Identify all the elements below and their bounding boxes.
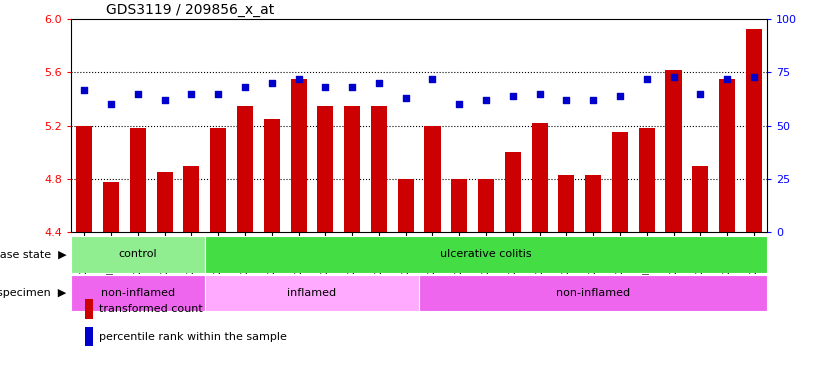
Text: percentile rank within the sample: percentile rank within the sample bbox=[99, 332, 288, 342]
Bar bbox=[505, 152, 521, 232]
Point bbox=[667, 74, 681, 80]
Bar bbox=[85, 300, 93, 319]
Point bbox=[480, 97, 493, 103]
Text: non-inflamed: non-inflamed bbox=[101, 288, 175, 298]
Point bbox=[185, 91, 198, 97]
Point bbox=[345, 84, 359, 91]
Bar bbox=[103, 182, 119, 232]
Point bbox=[747, 74, 761, 80]
Bar bbox=[666, 70, 681, 232]
Bar bbox=[183, 166, 199, 232]
Point bbox=[158, 97, 171, 103]
Point bbox=[292, 76, 305, 82]
Point bbox=[212, 91, 225, 97]
Text: ulcerative colitis: ulcerative colitis bbox=[440, 249, 532, 260]
Bar bbox=[71, 236, 205, 273]
Point bbox=[265, 80, 279, 86]
Point bbox=[319, 84, 332, 91]
Bar bbox=[719, 79, 735, 232]
Bar bbox=[76, 126, 93, 232]
Text: GDS3119 / 209856_x_at: GDS3119 / 209856_x_at bbox=[106, 3, 274, 17]
Bar bbox=[420, 275, 767, 311]
Bar bbox=[205, 275, 420, 311]
Point bbox=[372, 80, 385, 86]
Point bbox=[399, 95, 412, 101]
Bar bbox=[559, 175, 575, 232]
Point bbox=[694, 91, 707, 97]
Point bbox=[426, 76, 440, 82]
Bar bbox=[317, 106, 334, 232]
Point bbox=[78, 86, 91, 93]
Point bbox=[586, 97, 600, 103]
Bar bbox=[264, 119, 280, 232]
Point bbox=[533, 91, 546, 97]
Point bbox=[453, 101, 466, 108]
Point bbox=[640, 76, 653, 82]
Bar bbox=[692, 166, 708, 232]
Text: transformed count: transformed count bbox=[99, 304, 203, 314]
Bar bbox=[371, 106, 387, 232]
Bar bbox=[71, 275, 205, 311]
Bar bbox=[612, 132, 628, 232]
Point bbox=[506, 93, 520, 99]
Point bbox=[560, 97, 573, 103]
Bar bbox=[451, 179, 467, 232]
Bar bbox=[398, 179, 414, 232]
Point bbox=[613, 93, 626, 99]
Text: non-inflamed: non-inflamed bbox=[556, 288, 631, 298]
Bar bbox=[290, 79, 307, 232]
Text: control: control bbox=[118, 249, 157, 260]
Text: specimen  ▶: specimen ▶ bbox=[0, 288, 67, 298]
Text: disease state  ▶: disease state ▶ bbox=[0, 249, 67, 260]
Bar bbox=[746, 28, 762, 232]
Text: inflamed: inflamed bbox=[288, 288, 336, 298]
Bar bbox=[85, 327, 93, 346]
Bar bbox=[425, 126, 440, 232]
Point bbox=[239, 84, 252, 91]
Bar bbox=[344, 106, 360, 232]
Bar bbox=[237, 106, 253, 232]
Bar bbox=[210, 128, 226, 232]
Bar bbox=[585, 175, 601, 232]
Bar bbox=[130, 128, 146, 232]
Point bbox=[104, 101, 118, 108]
Bar bbox=[205, 236, 767, 273]
Bar bbox=[157, 172, 173, 232]
Bar bbox=[531, 123, 548, 232]
Bar bbox=[478, 179, 494, 232]
Point bbox=[131, 91, 144, 97]
Point bbox=[721, 76, 734, 82]
Bar bbox=[639, 128, 655, 232]
